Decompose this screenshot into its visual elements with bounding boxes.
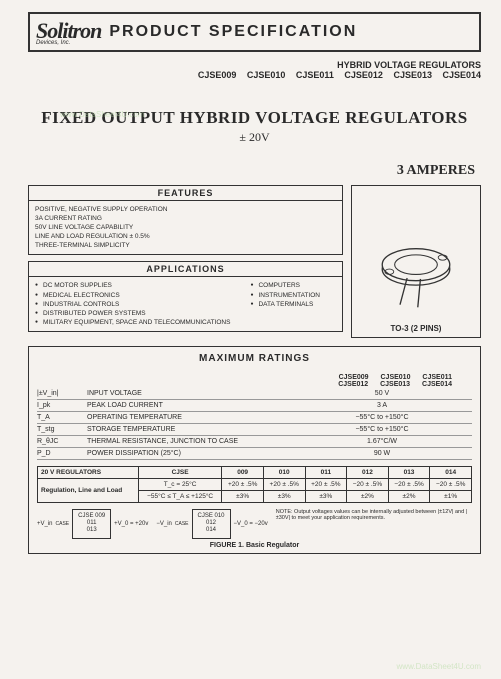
package-box: TO-3 (2 PINS)	[351, 185, 481, 338]
circuit-pos-wrap: +V_in CASE CJSE 009 011 013 +V_0 = +20v	[37, 509, 148, 539]
applications-col1: DC MOTOR SUPPLIES MEDICAL ELECTRONICS IN…	[35, 281, 230, 326]
rt-h: CJSE	[138, 466, 222, 478]
mr-desc: THERMAL RESISTANCE, JUNCTION TO CASE	[87, 438, 292, 445]
mr-desc: STORAGE TEMPERATURE	[87, 426, 292, 433]
mr-desc: PEAK LOAD CURRENT	[87, 402, 292, 409]
mr-parthead1: CJSE009 CJSE010 CJSE011	[37, 374, 472, 381]
logo-block: Solitron Devices, Inc.	[36, 18, 101, 46]
rt-h: 013	[388, 466, 430, 478]
feature-item: POSITIVE, NEGATIVE SUPPLY OPERATION	[35, 205, 336, 214]
rt-cell: +20 ± .5%	[305, 478, 347, 490]
mr-val: −55°C to +150°C	[292, 414, 472, 421]
rt-h: 009	[222, 466, 264, 478]
rt-cell: −55°C ≤ T_A ≤ +125°C	[138, 490, 222, 502]
to3-package-icon	[371, 238, 461, 318]
applications-title: APPLICATIONS	[29, 262, 342, 277]
feature-item: 3A CURRENT RATING	[35, 214, 336, 223]
rt-label: Regulation, Line and Load	[38, 478, 139, 502]
max-ratings-box: MAXIMUM RATINGS CJSE009 CJSE010 CJSE011 …	[28, 346, 481, 554]
mr-sym: P_D	[37, 450, 87, 457]
mr-desc: POWER DISSIPATION (25°C)	[87, 450, 292, 457]
features-title: FEATURES	[29, 186, 342, 201]
rt-h: 20 V REGULATORS	[38, 466, 139, 478]
mr-parthead2: CJSE012 CJSE013 CJSE014	[37, 381, 472, 388]
rt-cell: T_c = 25°C	[138, 478, 222, 490]
watermark: www.DataSheet4U.com	[397, 662, 481, 671]
rt-cell: ±3%	[222, 490, 264, 502]
app-item: MILITARY EQUIPMENT, SPACE AND TELECOMMUN…	[35, 318, 230, 327]
mr-sym: |±V_in|	[37, 390, 87, 397]
app-item: DISTRIBUTED POWER SYSTEMS	[35, 309, 230, 318]
vin-neg: −V_in	[156, 521, 172, 527]
mr-val: −55°C to +150°C	[292, 426, 472, 433]
case-label: CASE	[175, 521, 189, 527]
circuit-neg-wrap: −V_in CASE CJSE 010 012 014 −V_0 = −20v	[156, 509, 267, 539]
circuit-neg: CJSE 010 012 014	[192, 509, 231, 539]
vo-neg: −V_0 = −20v	[234, 521, 268, 527]
circ-part: CJSE 009	[78, 513, 105, 520]
rt-cell: ±3%	[263, 490, 305, 502]
mr-val: 50 V	[292, 390, 472, 397]
mr-val: 1.67°C/W	[292, 438, 472, 445]
rt-cell: +20 ± .5%	[222, 478, 264, 490]
header-title: PRODUCT SPECIFICATION	[109, 23, 357, 41]
app-item: INDUSTRIAL CONTROLS	[35, 300, 230, 309]
rt-cell: −20 ± .5%	[388, 478, 430, 490]
features-box: FEATURES POSITIVE, NEGATIVE SUPPLY OPERA…	[28, 185, 343, 255]
rt-h: 012	[347, 466, 389, 478]
mr-sym: T_A	[37, 414, 87, 421]
mr-sym: R_θJC	[37, 438, 87, 445]
figure-block: +V_in CASE CJSE 009 011 013 +V_0 = +20v …	[37, 509, 472, 539]
figure-note: NOTE: Output voltages values can be inte…	[276, 509, 472, 521]
subhead-parts: CJSE009 CJSE010 CJSE011 CJSE012 CJSE013 …	[28, 70, 481, 80]
vo-pos: +V_0 = +20v	[114, 521, 148, 527]
rt-cell: ±2%	[347, 490, 389, 502]
rt-cell: ±2%	[388, 490, 430, 502]
amperes: 3 AMPERES	[28, 163, 481, 179]
applications-col2: COMPUTERS INSTRUMENTATION DATA TERMINALS	[250, 281, 320, 326]
rt-h: 011	[305, 466, 347, 478]
app-item: INSTRUMENTATION	[250, 291, 320, 300]
case-label: CASE	[56, 521, 70, 527]
app-item: MEDICAL ELECTRONICS	[35, 291, 230, 300]
feature-item: THREE-TERMINAL SIMPLICITY	[35, 241, 336, 250]
circ-part: 013	[78, 527, 105, 534]
rt-cell: −20 ± .5%	[430, 478, 472, 490]
rt-h: 010	[263, 466, 305, 478]
watermark: www.DataSheet4U.com	[60, 110, 144, 119]
mr-val: 90 W	[292, 450, 472, 457]
feature-item: LINE AND LOAD REGULATION ± 0.5%	[35, 232, 336, 241]
applications-box: APPLICATIONS DC MOTOR SUPPLIES MEDICAL E…	[28, 261, 343, 331]
vin-pos: +V_in	[37, 521, 53, 527]
features-list: POSITIVE, NEGATIVE SUPPLY OPERATION 3A C…	[35, 205, 336, 250]
mr-sym: I_pk	[37, 402, 87, 409]
mr-rows: |±V_in|INPUT VOLTAGE50 V I_pkPEAK LOAD C…	[37, 388, 472, 460]
app-item: DATA TERMINALS	[250, 300, 320, 309]
circ-part: CJSE 010	[198, 513, 225, 520]
subheading: HYBRID VOLTAGE REGULATORS CJSE009 CJSE01…	[28, 60, 481, 80]
main-subtitle: ± 20V	[28, 130, 481, 145]
circ-part: 011	[78, 520, 105, 527]
mr-desc: OPERATING TEMPERATURE	[87, 414, 292, 421]
regulator-table: 20 V REGULATORS CJSE 009 010 011 012 013…	[37, 466, 472, 503]
max-ratings-title: MAXIMUM RATINGS	[37, 353, 472, 364]
rt-cell: ±3%	[305, 490, 347, 502]
package-label: TO-3 (2 PINS)	[391, 324, 442, 333]
app-item: COMPUTERS	[250, 281, 320, 290]
rt-cell: −20 ± .5%	[347, 478, 389, 490]
circuit-pos: CJSE 009 011 013	[72, 509, 111, 539]
app-item: DC MOTOR SUPPLIES	[35, 281, 230, 290]
subhead-line1: HYBRID VOLTAGE REGULATORS	[28, 60, 481, 70]
figure-caption: FIGURE 1. Basic Regulator	[37, 542, 472, 549]
rt-cell: +20 ± .5%	[263, 478, 305, 490]
feature-item: 50V LINE VOLTAGE CAPABILITY	[35, 223, 336, 232]
mr-val: 3 A	[292, 402, 472, 409]
circ-part: 014	[198, 527, 225, 534]
rt-h: 014	[430, 466, 472, 478]
circ-part: 012	[198, 520, 225, 527]
mr-desc: INPUT VOLTAGE	[87, 390, 292, 397]
mr-sym: T_stg	[37, 426, 87, 433]
rt-cell: ±1%	[430, 490, 472, 502]
header: Solitron Devices, Inc. PRODUCT SPECIFICA…	[28, 12, 481, 52]
